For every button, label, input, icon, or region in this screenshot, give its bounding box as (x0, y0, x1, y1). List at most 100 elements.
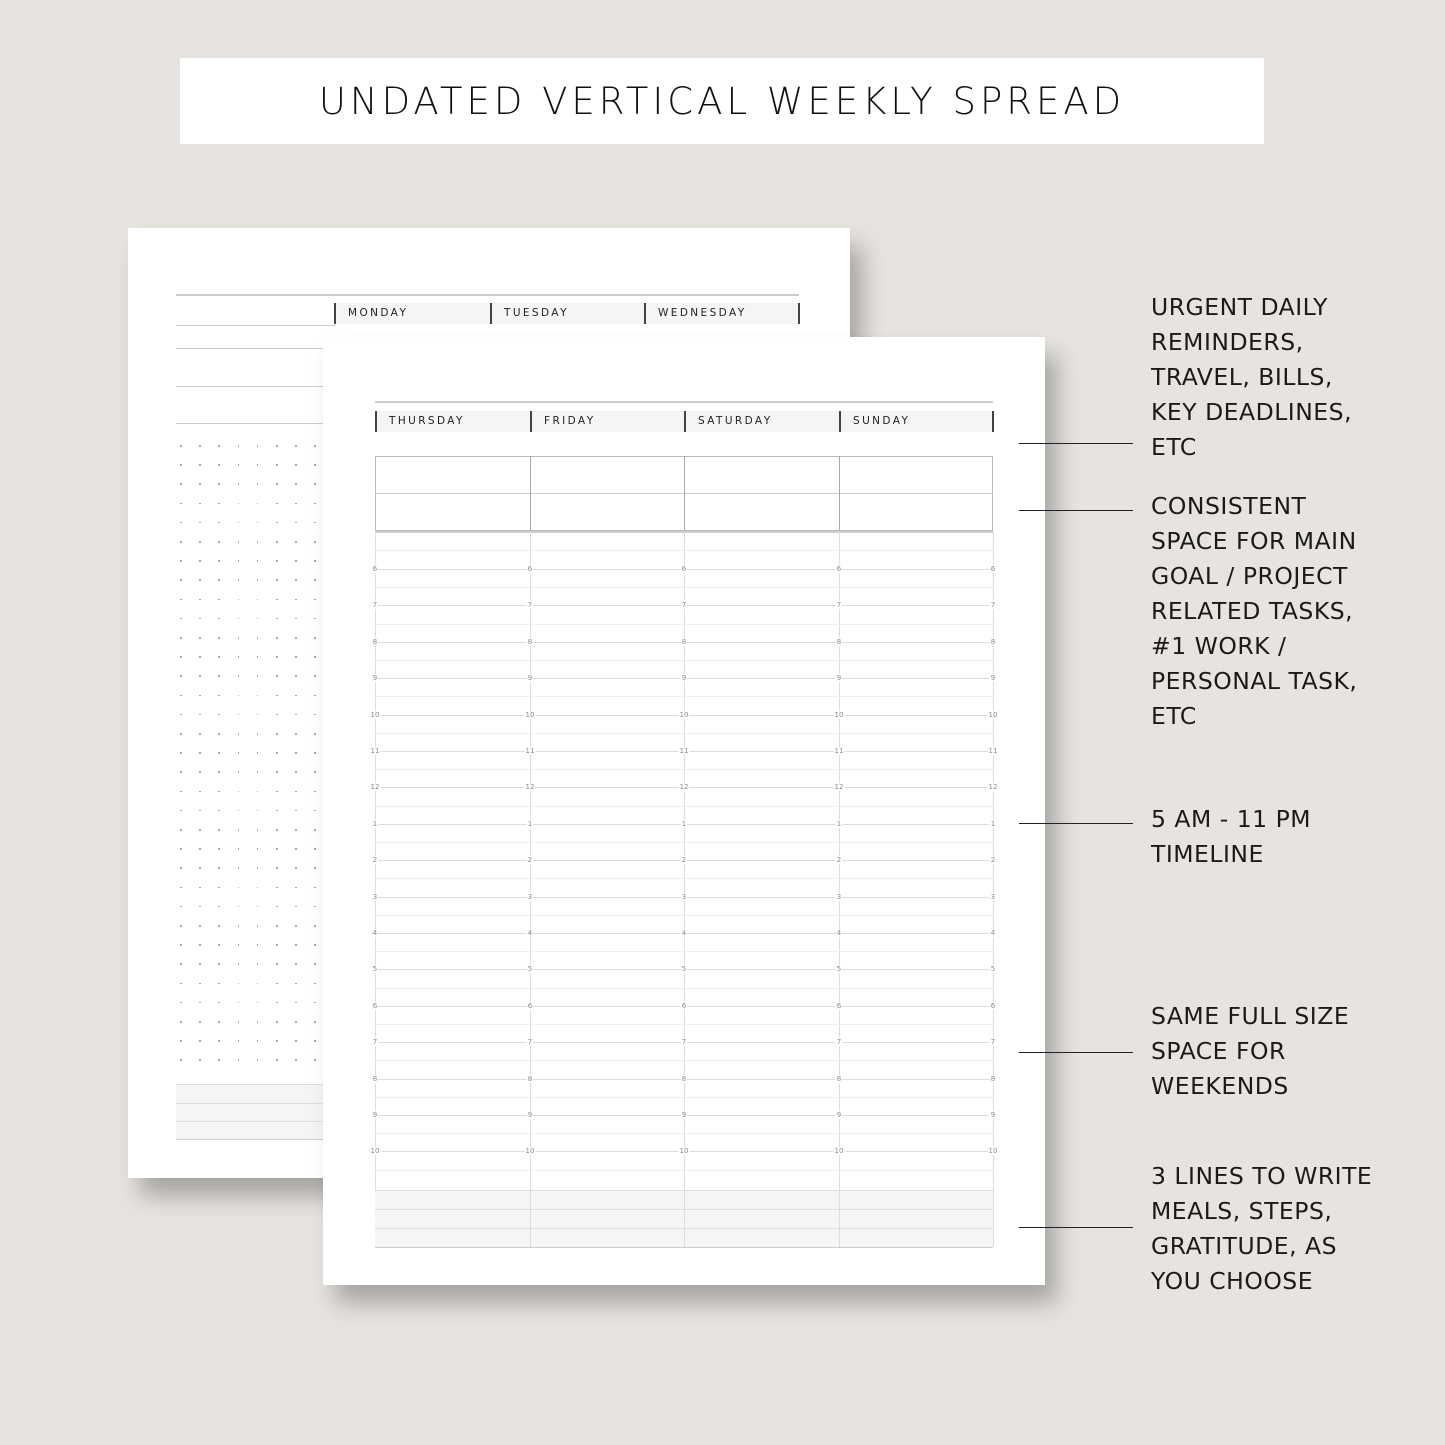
dot-grid-dot (314, 982, 316, 985)
dot-grid-dot (295, 963, 297, 965)
dot-grid-dot (237, 982, 240, 985)
dot-grid-dot (295, 944, 297, 946)
dot-grid-dot (199, 637, 201, 639)
dot-grid-dot (180, 733, 182, 735)
dot-grid-dot (180, 464, 182, 466)
pointer-line (1019, 823, 1133, 824)
hour-label: 9 (680, 674, 688, 683)
hour-label: 10 (678, 710, 690, 719)
dot-grid-dot (256, 560, 259, 562)
hour-label: 5 (371, 965, 379, 974)
dot-grid-dot (295, 1001, 297, 1004)
dot-grid-dot (237, 521, 240, 524)
dot-grid-dot (276, 483, 278, 485)
dot-grid-dot (199, 483, 201, 485)
hour-label: 1 (835, 819, 843, 828)
dot-grid-dot (295, 867, 297, 869)
hour-label: 8 (526, 637, 534, 646)
hour-label: 6 (680, 565, 688, 573)
dot-grid-dot (295, 790, 297, 793)
dot-grid-dot (295, 579, 297, 581)
dot-grid-dot (218, 541, 220, 543)
hour-label: 5 (526, 965, 534, 974)
dot-grid-dot (180, 771, 182, 773)
dot-grid-dot (180, 579, 182, 581)
dot-grid-dot (199, 579, 201, 581)
dot-grid-dot (199, 982, 201, 985)
dot-grid-dot (218, 502, 220, 505)
hour-label: 2 (526, 856, 534, 865)
dot-grid-dot (256, 483, 259, 485)
dot-grid-dot (295, 617, 297, 620)
dot-grid-dot (295, 656, 297, 658)
dot-grid-dot (276, 944, 278, 946)
dot-grid-dot (180, 790, 182, 793)
dot-grid-dot (256, 829, 259, 831)
hour-label: 7 (989, 601, 997, 610)
header-rule (176, 294, 799, 296)
dot-grid-dot (180, 886, 182, 889)
half-hour-line (375, 987, 993, 989)
dot-grid-dot (256, 867, 259, 869)
dot-grid-dot (199, 1040, 201, 1042)
half-hour-line (375, 805, 993, 807)
column-line (375, 531, 376, 1247)
dot-grid-dot (295, 1040, 297, 1042)
dot-grid-dot (237, 713, 240, 716)
half-hour-line (375, 914, 993, 916)
dot-grid-dot (180, 905, 182, 908)
dot-grid-dot (237, 848, 240, 850)
dot-grid-dot (314, 886, 316, 889)
hour-label: 6 (371, 1001, 379, 1010)
dot-grid-dot (218, 771, 220, 773)
hour-label: 12 (987, 783, 999, 792)
tracker-row-bottom (375, 1247, 993, 1248)
dot-grid-dot (295, 829, 297, 831)
day-header-sunday: SUNDAY (839, 411, 993, 432)
dot-grid-dot (199, 733, 201, 735)
hour-label: 9 (989, 674, 997, 683)
dot-grid-dot (180, 829, 182, 831)
dot-grid-dot (180, 809, 182, 812)
dot-grid-dot (276, 1001, 278, 1004)
dot-grid-dot (218, 925, 220, 927)
tracker-row-bottom (176, 1139, 336, 1140)
dot-grid-dot (180, 521, 182, 524)
hour-label: 6 (989, 1001, 997, 1010)
dot-grid-dot (218, 617, 220, 620)
dot-grid-dot (295, 502, 297, 505)
column-line (530, 531, 531, 1247)
dot-grid-dot (295, 675, 297, 677)
dot-grid-dot (295, 982, 297, 985)
dot-grid-dot (218, 1001, 220, 1004)
half-hour-line (375, 842, 993, 843)
dot-grid-dot (256, 675, 259, 677)
annotation-timeline: 5 AM - 11 PM TIMELINE (1151, 805, 1312, 868)
dot-grid-dot (199, 617, 201, 620)
hour-label: 2 (989, 856, 997, 865)
dot-grid-dot (218, 521, 220, 524)
dot-grid-dot (218, 752, 220, 754)
hour-label: 9 (526, 1111, 534, 1119)
dot-grid-dot (199, 829, 201, 831)
half-hour-line (375, 1169, 993, 1171)
dot-grid-dot (256, 541, 259, 543)
dot-grid-dot (180, 963, 182, 965)
header-divider (798, 303, 800, 324)
header-divider (992, 411, 994, 432)
tracker-row (176, 1084, 336, 1103)
dot-grid-dot (180, 1021, 182, 1023)
dot-grid-dot (276, 598, 278, 601)
priority-column-divider (684, 456, 685, 531)
annotation-main-goal: CONSISTENT SPACE FOR MAIN GOAL / PROJECT… (1151, 492, 1358, 730)
annotation-three-lines: 3 LINES TO WRITE MEALS, STEPS, GRATITUDE… (1151, 1162, 1373, 1295)
dot-grid-dot (256, 790, 259, 793)
dot-grid-dot (256, 982, 259, 985)
tracker-column-line (684, 1190, 685, 1247)
hour-label: 8 (680, 637, 688, 646)
hour-label: 6 (835, 565, 843, 573)
dot-grid-dot (199, 541, 201, 543)
dot-grid-dot (276, 867, 278, 869)
dot-grid-dot (218, 483, 220, 485)
dot-grid-dot (256, 1021, 259, 1023)
